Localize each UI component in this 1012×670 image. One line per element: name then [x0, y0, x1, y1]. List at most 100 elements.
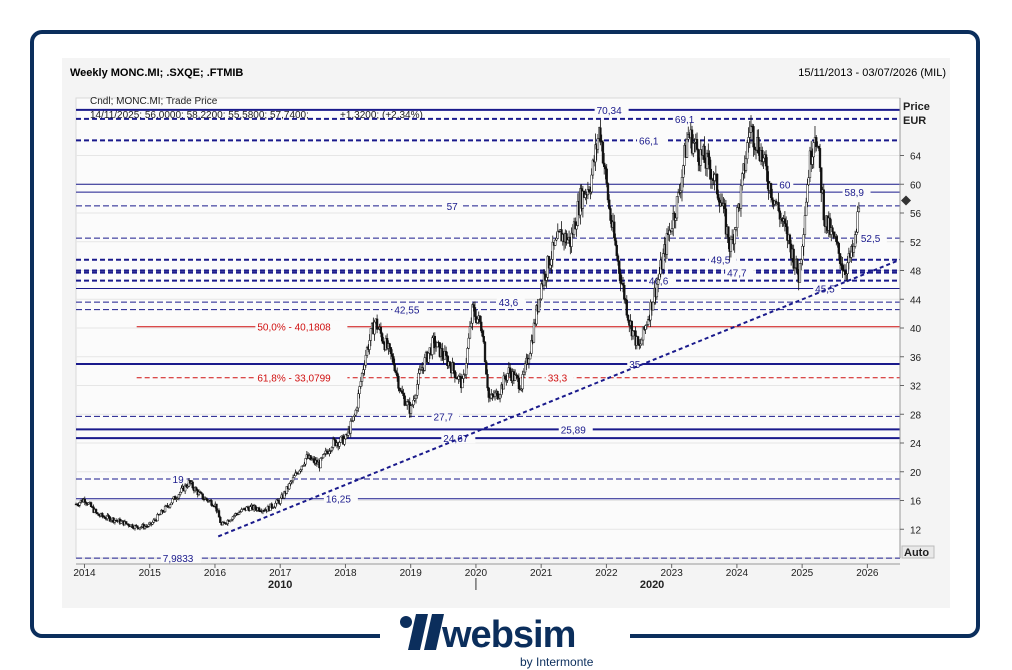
candle-body [379, 326, 383, 334]
candle-body [156, 514, 159, 522]
candle-body [197, 491, 201, 495]
candle-body [545, 277, 548, 281]
candle-body [275, 499, 278, 504]
candle-body [240, 509, 243, 512]
candle-body [838, 253, 842, 264]
x-tick-label: 2020 [465, 568, 488, 579]
candle-body [852, 246, 856, 253]
level-label-bg [813, 282, 842, 294]
y-tick-label: 64 [910, 152, 922, 163]
candle-body [444, 351, 448, 356]
date-range: 15/11/2013 - 03/07/2026 (MIL) [798, 67, 946, 79]
candle-body [665, 232, 669, 255]
candle-body [618, 261, 621, 274]
y-tick-label: 32 [910, 382, 922, 393]
candle-body [380, 333, 384, 342]
candle-body [639, 343, 642, 346]
candle-body [697, 149, 700, 162]
candle-body [461, 378, 464, 389]
candle-body [800, 259, 803, 264]
candle-body [621, 283, 625, 286]
level-label-bg [627, 357, 644, 369]
candle-body [83, 498, 86, 503]
candle-body [205, 497, 208, 500]
y-tick-label: 36 [910, 353, 922, 364]
candle-body [364, 354, 367, 366]
level-label: 45,5 [815, 284, 835, 295]
candle-body [97, 513, 100, 516]
candle-body [402, 393, 405, 397]
candle-body [636, 336, 640, 345]
candle-body [605, 168, 608, 184]
candle-body [734, 227, 738, 230]
candle-body [674, 217, 677, 221]
price-chart[interactable]: Weekly MONC.MI; .SXQE; .FTMIB 15/11/2013 … [62, 58, 950, 608]
candle-body [217, 510, 221, 518]
candle-body [508, 367, 512, 374]
candle-body [171, 498, 174, 504]
x-tick-label: 2021 [530, 568, 553, 579]
candle-body [293, 475, 296, 478]
candle-body [818, 148, 822, 168]
candle-body [811, 156, 814, 165]
x-tick-label: 2024 [726, 568, 749, 579]
chart-title: Weekly MONC.MI; .SXQE; .FTMIB [70, 67, 243, 79]
candle-body [125, 521, 128, 524]
auto-scale-button[interactable] [901, 545, 935, 559]
candle-body [601, 141, 605, 164]
candle-body [215, 503, 218, 512]
websim-tagline: by Intermonte [520, 655, 594, 669]
x-tick-label: 2026 [856, 568, 879, 579]
candle-body [615, 244, 618, 257]
candle-body [147, 524, 150, 527]
candle-body [835, 236, 838, 242]
candle-body [762, 157, 765, 162]
candle-body [131, 524, 134, 528]
candle-body [724, 208, 728, 235]
candle-body [300, 465, 303, 470]
last-price-marker-icon [901, 195, 911, 206]
fib-label-bg [255, 371, 348, 383]
candle-body [291, 477, 295, 482]
level-label: 19 [173, 475, 185, 486]
candle-body [502, 375, 505, 390]
candle-body [846, 262, 849, 274]
candle-body [805, 201, 808, 216]
candle-body [517, 377, 521, 390]
x-tick-label: 2025 [791, 568, 814, 579]
candle-body [101, 513, 104, 517]
candle-body [613, 221, 616, 239]
candle-body [338, 442, 341, 447]
candle-body [195, 487, 198, 491]
level-label: 58,9 [845, 188, 865, 199]
level-label-bg [496, 296, 525, 308]
candle-body [231, 516, 234, 520]
candle-body [473, 307, 477, 317]
candle-body [471, 304, 474, 324]
candle-body [623, 284, 626, 300]
candle-body [685, 138, 689, 158]
level-label-bg [558, 423, 593, 435]
candle-body [496, 390, 499, 400]
fib-label-33: 33,3 [548, 374, 568, 385]
candle-body [127, 523, 130, 527]
candle-body [729, 239, 733, 252]
y-tick-label: 52 [910, 238, 922, 249]
candle-body [478, 315, 482, 323]
candle-body [516, 375, 519, 379]
candle-body [357, 393, 360, 409]
candle-body [841, 265, 844, 271]
candle-body [360, 372, 364, 382]
last-candle-values: 14/11/2025; 56,0000; 58,2200; 55,5800; 5… [90, 110, 309, 121]
level-label: 35 [629, 360, 641, 371]
auto-scale-label[interactable]: Auto [904, 547, 929, 559]
candle-body [532, 322, 536, 343]
y-tick-label: 40 [910, 324, 922, 335]
candle-body [803, 215, 807, 235]
candle-body [630, 320, 633, 337]
candle-body [258, 507, 261, 512]
level-label-bg [431, 410, 460, 422]
candle-body [393, 363, 396, 372]
candle-body [752, 126, 755, 148]
candle-body [201, 493, 204, 500]
